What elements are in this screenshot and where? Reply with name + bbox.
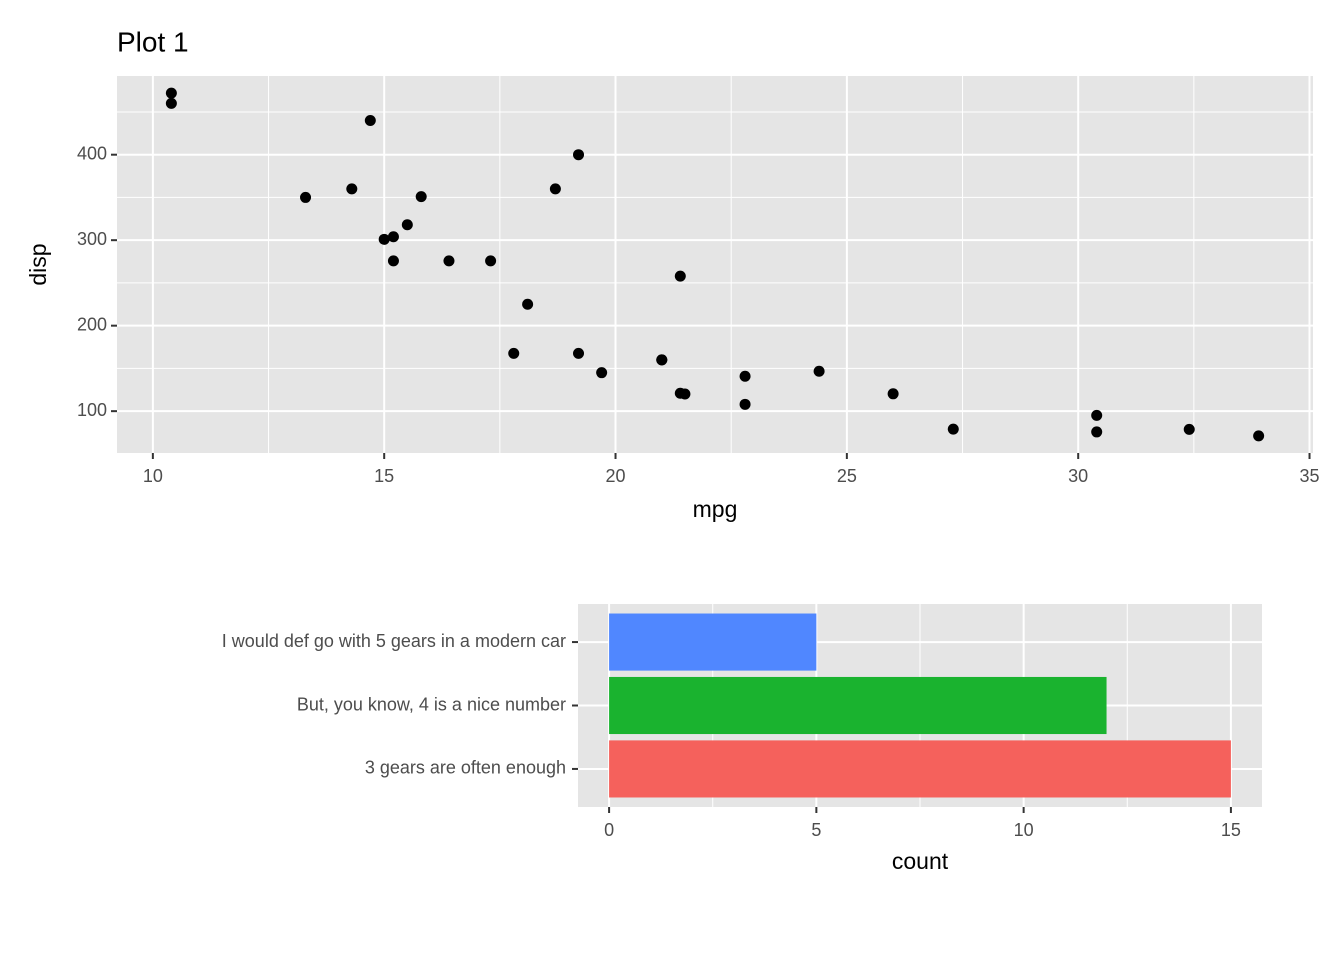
x-tick-label: 0 [604, 820, 614, 840]
point [165, 97, 177, 109]
point [364, 114, 376, 126]
point [485, 255, 497, 267]
point [739, 398, 751, 410]
y-tick-label: I would def go with 5 gears in a modern … [222, 631, 566, 651]
plot-title: Plot 1 [117, 26, 189, 57]
x-tick-label: 15 [1221, 820, 1241, 840]
x-tick-label: 25 [837, 466, 857, 486]
x-tick-label: 30 [1068, 466, 1088, 486]
y-axis-title: disp [25, 243, 51, 285]
point [1253, 430, 1265, 442]
point [165, 87, 177, 99]
point [549, 183, 561, 195]
point [947, 423, 959, 435]
bar [609, 613, 817, 671]
point [1091, 409, 1103, 421]
point [887, 388, 899, 400]
point [378, 233, 390, 245]
bar [609, 676, 1107, 735]
x-tick-label: 10 [143, 466, 163, 486]
point [573, 149, 585, 161]
y-tick-label: 300 [77, 229, 107, 249]
point [522, 298, 534, 310]
x-axis-title: mpg [693, 496, 738, 522]
point [573, 347, 585, 359]
point [387, 231, 399, 243]
x-tick-label: 15 [374, 466, 394, 486]
panel [117, 76, 1313, 453]
point [596, 367, 608, 379]
point [443, 255, 455, 267]
point [674, 387, 686, 399]
point [401, 219, 413, 231]
x-tick-label: 10 [1014, 820, 1034, 840]
point [739, 370, 751, 382]
y-tick-label: 400 [77, 143, 107, 163]
y-tick-label: 3 gears are often enough [365, 758, 566, 778]
x-tick-label: 20 [606, 466, 626, 486]
bar [609, 740, 1231, 798]
x-tick-label: 5 [811, 820, 821, 840]
point [300, 191, 312, 203]
point [346, 183, 358, 195]
point [415, 191, 427, 203]
y-tick-label: 100 [77, 400, 107, 420]
point [813, 365, 825, 377]
point [674, 270, 686, 282]
point [1183, 423, 1195, 435]
y-tick-label: But, you know, 4 is a nice number [297, 694, 566, 714]
y-tick-label: 200 [77, 314, 107, 334]
point [387, 255, 399, 267]
x-axis-title: count [892, 848, 949, 874]
point [656, 354, 668, 366]
x-tick-label: 35 [1300, 466, 1320, 486]
point [1091, 426, 1103, 438]
point [508, 347, 520, 359]
